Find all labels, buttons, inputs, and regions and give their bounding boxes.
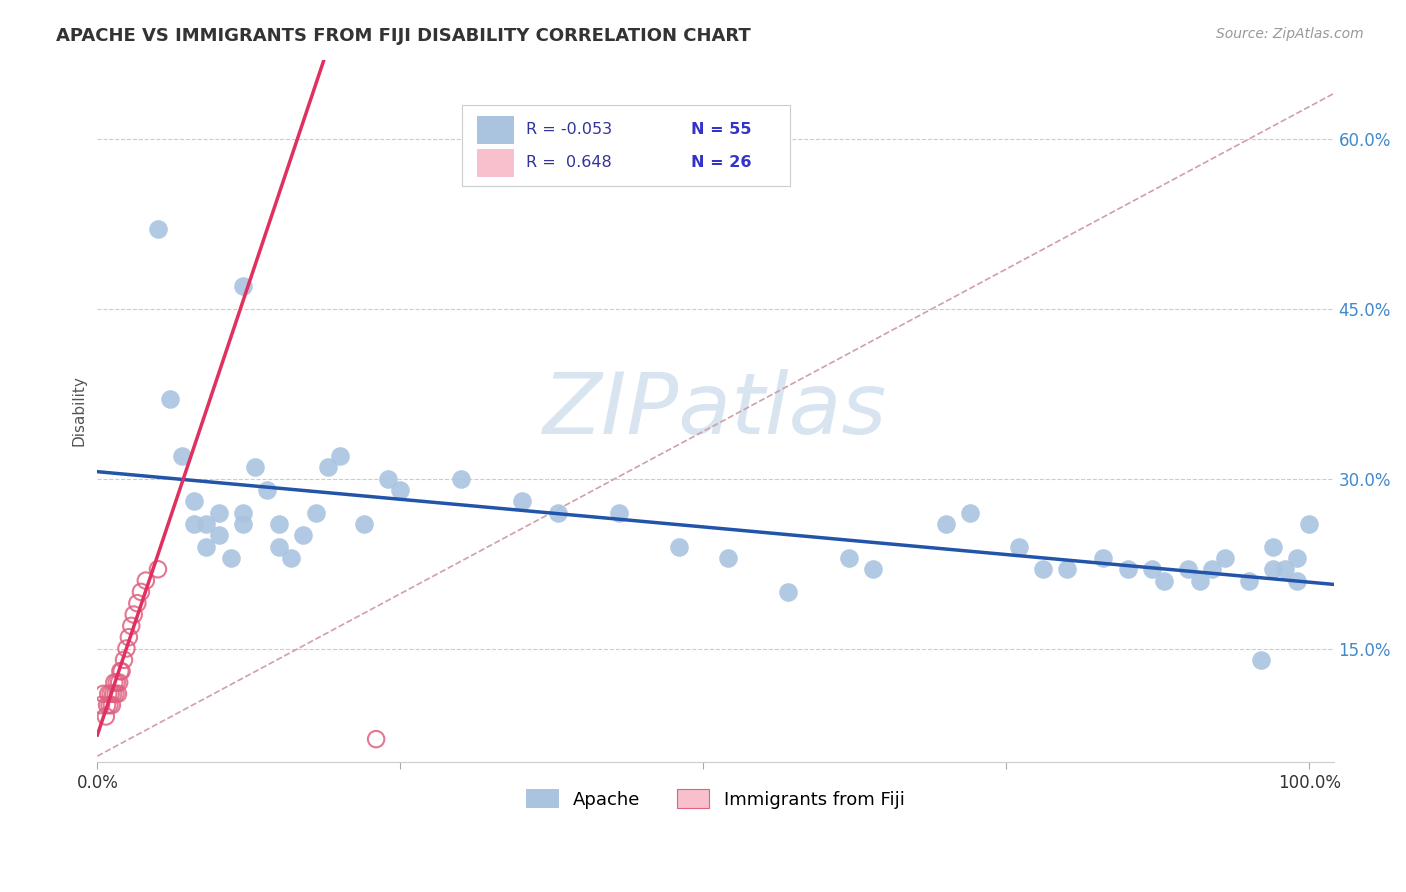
Point (269, 516, 291, 531)
Point (219, 550, 242, 565)
Point (118, 630, 141, 644)
Point (1092, 550, 1115, 565)
Point (96, 698, 118, 713)
Point (1213, 550, 1236, 565)
FancyBboxPatch shape (477, 116, 515, 144)
Point (183, 494, 205, 508)
Point (1116, 562, 1139, 576)
Y-axis label: Disability: Disability (72, 376, 86, 446)
Point (1286, 574, 1309, 588)
Text: ZIPatlas: ZIPatlas (543, 369, 887, 452)
Point (1274, 562, 1296, 576)
Point (107, 687, 129, 701)
Point (232, 279, 254, 293)
Point (93, 687, 115, 701)
Point (112, 653, 135, 667)
Text: Source: ZipAtlas.com: Source: ZipAtlas.com (1216, 27, 1364, 41)
Point (115, 641, 138, 656)
Point (110, 664, 132, 678)
Point (146, 222, 169, 236)
Point (129, 585, 152, 599)
Text: N = 26: N = 26 (690, 155, 751, 170)
Point (100, 687, 122, 701)
Legend: Apache, Immigrants from Fiji: Apache, Immigrants from Fiji (519, 782, 912, 816)
Point (101, 687, 124, 701)
Text: APACHE VS IMMIGRANTS FROM FIJI DISABILITY CORRELATION CHART: APACHE VS IMMIGRANTS FROM FIJI DISABILIT… (56, 27, 751, 45)
Point (377, 472, 399, 486)
Point (607, 506, 630, 520)
Text: N = 55: N = 55 (690, 122, 751, 137)
Point (304, 506, 326, 520)
Point (195, 516, 218, 531)
Point (120, 619, 142, 633)
Point (1250, 653, 1272, 667)
Point (1177, 562, 1199, 576)
Point (717, 550, 740, 565)
Point (243, 460, 266, 475)
Point (280, 550, 302, 565)
Point (450, 472, 472, 486)
Point (1201, 562, 1223, 576)
Point (110, 664, 132, 678)
Point (1032, 562, 1054, 576)
Point (1261, 540, 1284, 554)
Point (195, 540, 218, 554)
Point (366, 732, 388, 747)
Point (778, 585, 800, 599)
Point (269, 540, 291, 554)
Text: R =  0.648: R = 0.648 (526, 155, 612, 170)
Point (1261, 562, 1284, 576)
Point (862, 562, 884, 576)
Point (1286, 550, 1309, 565)
Point (510, 494, 533, 508)
Point (668, 540, 690, 554)
Point (122, 607, 145, 622)
Point (104, 687, 127, 701)
Point (101, 698, 124, 713)
Point (1237, 574, 1260, 588)
Point (108, 675, 131, 690)
Text: R = -0.053: R = -0.053 (526, 122, 613, 137)
Point (135, 574, 157, 588)
Point (935, 516, 957, 531)
Point (127, 596, 149, 610)
Point (183, 516, 205, 531)
Point (353, 516, 375, 531)
Point (256, 483, 278, 497)
Point (159, 392, 181, 407)
Point (1153, 574, 1175, 588)
Point (316, 460, 339, 475)
FancyBboxPatch shape (477, 149, 515, 177)
Point (292, 528, 315, 542)
Point (1056, 562, 1078, 576)
FancyBboxPatch shape (463, 105, 790, 186)
Point (838, 550, 860, 565)
Point (146, 562, 169, 576)
Point (389, 483, 412, 497)
Point (94, 709, 117, 723)
Point (1189, 574, 1212, 588)
Point (207, 528, 229, 542)
Point (207, 506, 229, 520)
Point (547, 506, 569, 520)
Point (232, 516, 254, 531)
Point (90, 698, 112, 713)
Point (103, 675, 125, 690)
Point (105, 675, 128, 690)
Point (1007, 540, 1029, 554)
Point (959, 506, 981, 520)
Point (1140, 562, 1163, 576)
Point (97, 687, 120, 701)
Point (232, 506, 254, 520)
Point (172, 449, 194, 463)
Point (1298, 516, 1320, 531)
Point (329, 449, 352, 463)
Point (98, 698, 121, 713)
